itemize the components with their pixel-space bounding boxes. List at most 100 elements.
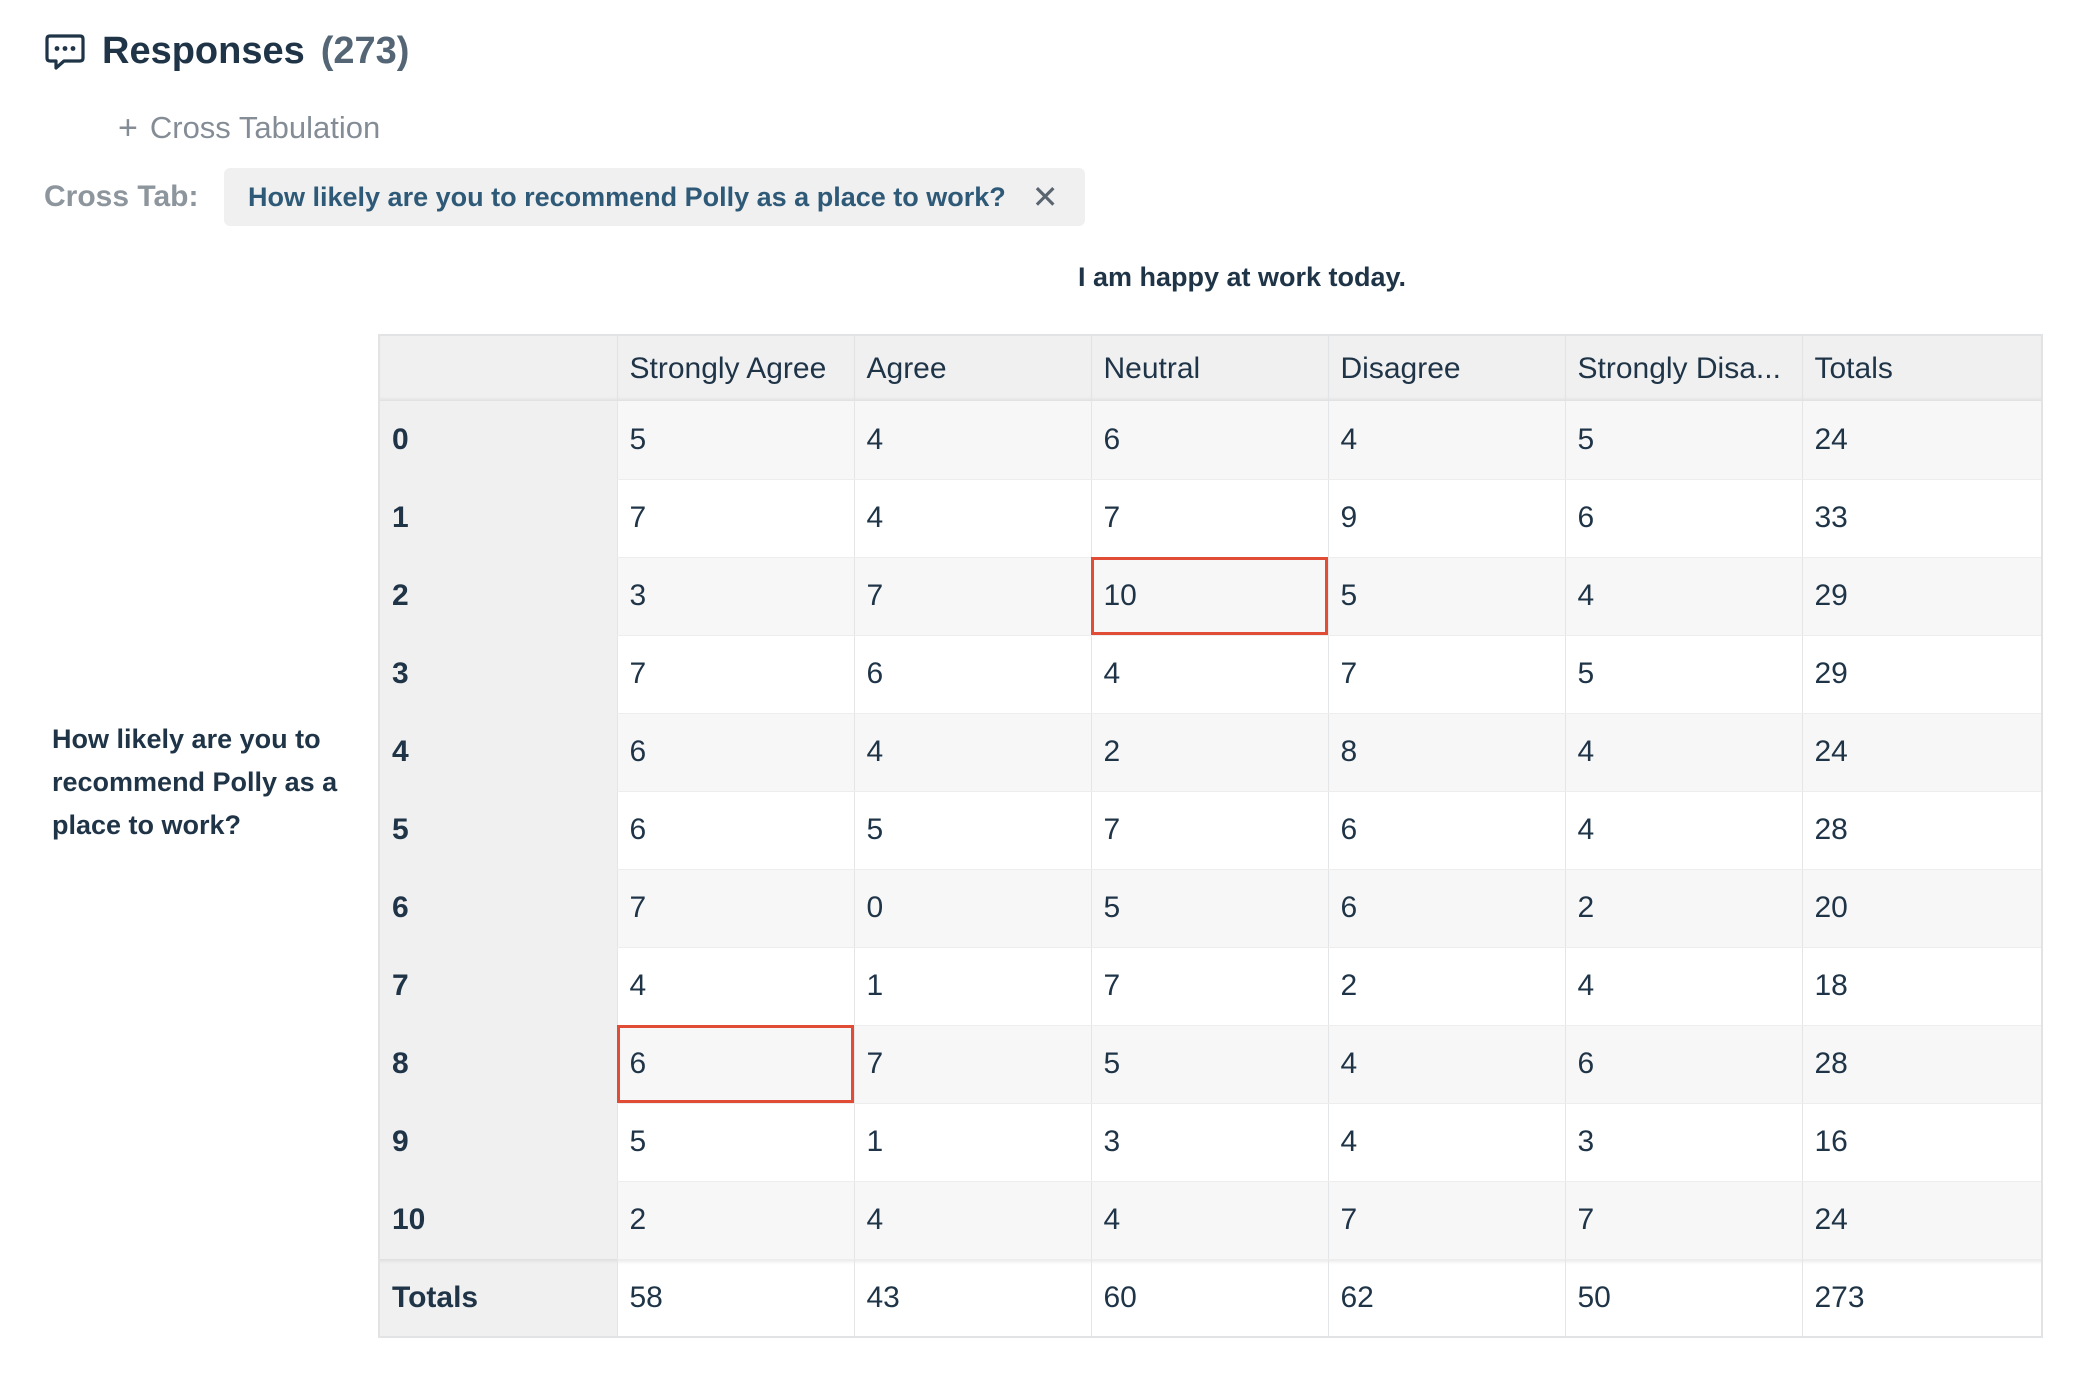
crosstab-chip[interactable]: How likely are you to recommend Polly as… xyxy=(224,168,1085,226)
table-cell[interactable]: 6 xyxy=(1564,1025,1802,1104)
column-header[interactable]: Disagree xyxy=(1327,335,1565,401)
table-cell[interactable]: 3 xyxy=(1564,1103,1802,1182)
table-cell[interactable]: 6 xyxy=(616,1025,854,1104)
table-cell[interactable]: 2 xyxy=(1090,713,1328,792)
table-cell[interactable]: 1 xyxy=(853,1103,1091,1182)
table-row: 2 3 7 10 5 4 29 xyxy=(379,557,2042,636)
table-cell[interactable]: 7 xyxy=(616,635,854,714)
row-header: 8 xyxy=(379,1025,617,1103)
column-question-text: I am happy at work today. xyxy=(1077,262,1407,292)
table-cell[interactable]: 3 xyxy=(616,557,854,636)
totals-row-label: Totals xyxy=(379,1259,617,1337)
table-cell[interactable]: 5 xyxy=(1564,635,1802,714)
table-cell[interactable]: 4 xyxy=(853,713,1091,792)
table-cell[interactable]: 28 xyxy=(1801,1025,2042,1104)
table-cell[interactable]: 4 xyxy=(1090,1181,1328,1260)
table-cell[interactable]: 4 xyxy=(1564,713,1802,792)
table-cell[interactable]: 4 xyxy=(1327,1103,1565,1182)
table-cell[interactable]: 7 xyxy=(1327,635,1565,714)
table-cell[interactable]: 29 xyxy=(1801,557,2042,636)
table-cell[interactable]: 5 xyxy=(1564,401,1802,480)
crosstab-chip-text: How likely are you to recommend Polly as… xyxy=(248,181,1006,212)
table-cell[interactable]: 4 xyxy=(1564,557,1802,636)
table-row: 8 6 7 5 4 6 28 xyxy=(379,1025,2042,1104)
table-cell[interactable]: 5 xyxy=(853,791,1091,870)
table-cell[interactable]: 2 xyxy=(616,1181,854,1260)
table-corner-cell xyxy=(379,335,617,401)
table-cell[interactable]: 7 xyxy=(1090,947,1328,1026)
total-cell: 43 xyxy=(853,1259,1091,1337)
table-row: 9 5 1 3 4 3 16 xyxy=(379,1103,2042,1182)
table-cell[interactable]: 4 xyxy=(1564,947,1802,1026)
table-cell[interactable]: 5 xyxy=(1090,869,1328,948)
table-cell[interactable]: 5 xyxy=(1327,557,1565,636)
table-cell[interactable]: 2 xyxy=(1327,947,1565,1026)
table-cell[interactable]: 5 xyxy=(616,1103,854,1182)
table-cell[interactable]: 7 xyxy=(1090,791,1328,870)
table-row: 6 7 0 5 6 2 20 xyxy=(379,869,2042,948)
table-cell[interactable]: 33 xyxy=(1801,479,2042,558)
table-cell[interactable]: 4 xyxy=(616,947,854,1026)
total-cell: 50 xyxy=(1564,1259,1802,1337)
table-cell[interactable]: 6 xyxy=(853,635,1091,714)
table-cell[interactable]: 0 xyxy=(853,869,1091,948)
totals-row: Totals 58 43 60 62 50 273 xyxy=(379,1259,2042,1337)
close-icon[interactable]: ✕ xyxy=(1031,179,1059,215)
table-cell[interactable]: 7 xyxy=(1090,479,1328,558)
table-cell[interactable]: 6 xyxy=(616,791,854,870)
row-question-label: How likely are you to recommend Polly as… xyxy=(52,724,338,840)
table-cell[interactable]: 3 xyxy=(1090,1103,1328,1182)
plus-icon: + xyxy=(118,109,138,147)
table-cell[interactable]: 5 xyxy=(1090,1025,1328,1104)
table-cell[interactable]: 10 xyxy=(1090,557,1328,636)
table-cell[interactable]: 24 xyxy=(1801,713,2042,792)
table-cell[interactable]: 6 xyxy=(1327,791,1565,870)
table-cell[interactable]: 8 xyxy=(1327,713,1565,792)
column-header-label: Strongly Disa... xyxy=(1577,352,1781,386)
table-cell[interactable]: 29 xyxy=(1801,635,2042,714)
table-cell[interactable]: 4 xyxy=(853,401,1091,480)
table-cell[interactable]: 7 xyxy=(616,479,854,558)
row-header: 1 xyxy=(379,479,617,557)
total-cell: 62 xyxy=(1327,1259,1565,1337)
add-cross-tabulation-button[interactable]: + Cross Tabulation xyxy=(118,110,380,146)
table-cell[interactable]: 5 xyxy=(616,401,854,480)
table-cell[interactable]: 20 xyxy=(1801,869,2042,948)
table-cell[interactable]: 6 xyxy=(1564,479,1802,558)
column-header[interactable]: Agree xyxy=(853,335,1091,401)
table-cell[interactable]: 4 xyxy=(853,479,1091,558)
table-cell[interactable]: 6 xyxy=(616,713,854,792)
table-cell[interactable]: 4 xyxy=(853,1181,1091,1260)
table-cell[interactable]: 4 xyxy=(1564,791,1802,870)
row-header: 5 xyxy=(379,791,617,869)
table-header-row: Strongly Agree Agree Neutral Disagree St… xyxy=(379,335,2042,401)
table-cell[interactable]: 6 xyxy=(1327,869,1565,948)
table-cell[interactable]: 6 xyxy=(1090,401,1328,480)
table-cell[interactable]: 7 xyxy=(853,557,1091,636)
table-cell[interactable]: 24 xyxy=(1801,1181,2042,1260)
column-header[interactable]: Totals xyxy=(1801,335,2042,401)
table-cell[interactable]: 9 xyxy=(1327,479,1565,558)
table-cell[interactable]: 7 xyxy=(1327,1181,1565,1260)
column-header[interactable]: Strongly Disa... xyxy=(1564,335,1802,401)
table-row: 4 6 4 2 8 4 24 xyxy=(379,713,2042,792)
row-header: 4 xyxy=(379,713,617,791)
table-cell[interactable]: 16 xyxy=(1801,1103,2042,1182)
table-cell[interactable]: 4 xyxy=(1090,635,1328,714)
table-row: 7 4 1 7 2 4 18 xyxy=(379,947,2042,1026)
table-cell[interactable]: 2 xyxy=(1564,869,1802,948)
table-cell[interactable]: 1 xyxy=(853,947,1091,1026)
table-cell[interactable]: 7 xyxy=(616,869,854,948)
column-header[interactable]: Neutral xyxy=(1090,335,1328,401)
table-cell[interactable]: 18 xyxy=(1801,947,2042,1026)
table-row: 5 6 5 7 6 4 28 xyxy=(379,791,2042,870)
table-cell[interactable]: 7 xyxy=(853,1025,1091,1104)
column-header[interactable]: Strongly Agree xyxy=(616,335,854,401)
row-header: 3 xyxy=(379,635,617,713)
table-cell[interactable]: 24 xyxy=(1801,401,2042,480)
table-cell[interactable]: 7 xyxy=(1564,1181,1802,1260)
table-cell[interactable]: 4 xyxy=(1327,1025,1565,1104)
table-row: 3 7 6 4 7 5 29 xyxy=(379,635,2042,714)
table-cell[interactable]: 28 xyxy=(1801,791,2042,870)
table-cell[interactable]: 4 xyxy=(1327,401,1565,480)
